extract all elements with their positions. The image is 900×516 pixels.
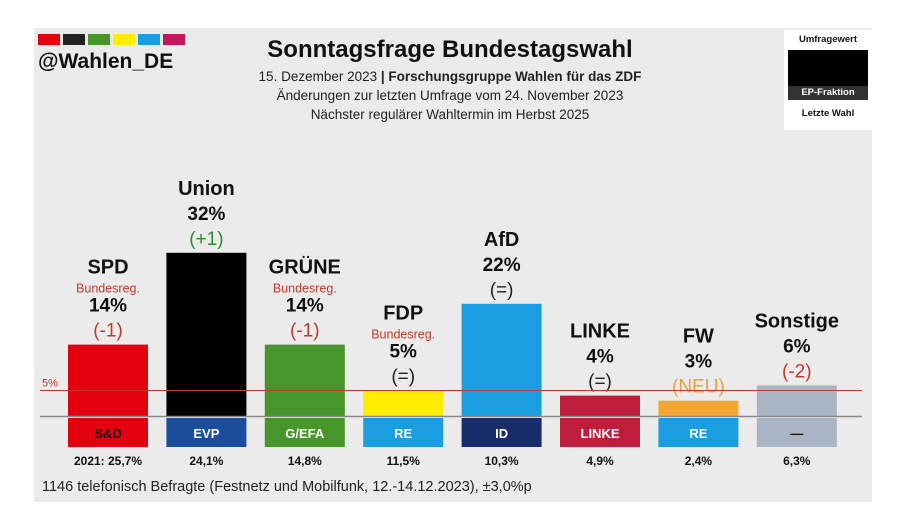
ep-group-label: LINKE [581, 426, 620, 441]
threshold-label: 5% [42, 378, 58, 390]
bar [658, 401, 738, 416]
party-label: FDP [383, 303, 423, 325]
bar [462, 304, 542, 416]
change-label: (=) [588, 372, 612, 393]
coalition-note: Bundesreg. [76, 282, 140, 296]
ep-group-label: ID [495, 426, 508, 441]
last-election-label: 6,3% [783, 454, 811, 468]
party-label: Union [178, 178, 235, 200]
ep-group-label: RE [394, 426, 412, 441]
bar [363, 391, 443, 417]
ep-group-label: EVP [193, 426, 219, 441]
ep-group-label: S&D [94, 426, 121, 441]
ep-group-label: RE [689, 426, 707, 441]
value-label: 22% [483, 255, 521, 276]
bar [560, 396, 640, 416]
last-election-label: 14,8% [288, 454, 322, 468]
value-label: 6% [783, 336, 811, 357]
last-election-label: 4,9% [586, 454, 614, 468]
party-label: GRÜNE [269, 256, 341, 279]
value-label: 5% [389, 342, 417, 363]
last-election-label: 10,3% [485, 454, 519, 468]
party-label: Sonstige [755, 310, 839, 332]
value-label: 32% [187, 204, 225, 225]
ep-group-label: G/EFA [285, 426, 325, 441]
value-label: 4% [586, 347, 614, 368]
last-election-label: 2,4% [685, 454, 713, 468]
ep-group-label: — [790, 426, 803, 441]
bar [757, 385, 837, 416]
change-label: (=) [490, 280, 514, 301]
value-label: 14% [89, 296, 127, 317]
last-election-label: 24,1% [189, 454, 223, 468]
change-label: (NEU) [672, 377, 725, 398]
last-election-label: 2021: 25,7% [74, 454, 142, 468]
change-label: (-2) [782, 361, 812, 382]
footer-note: 1146 telefonisch Befragte (Festnetz und … [42, 479, 532, 495]
change-label: (-1) [290, 321, 320, 342]
coalition-note: Bundesreg. [371, 328, 435, 342]
change-label: (+1) [189, 229, 223, 250]
party-label: AfD [484, 229, 520, 251]
party-label: SPD [87, 257, 128, 279]
bar [166, 253, 246, 416]
party-label: LINKE [570, 321, 630, 343]
value-label: 3% [685, 352, 713, 373]
coalition-note: Bundesreg. [273, 282, 337, 296]
value-label: 14% [286, 296, 324, 317]
bar [68, 345, 148, 416]
change-label: (=) [391, 367, 415, 388]
last-election-label: 11,5% [387, 454, 421, 468]
change-label: (-1) [93, 321, 123, 342]
party-label: FW [683, 326, 714, 348]
bar [265, 345, 345, 416]
